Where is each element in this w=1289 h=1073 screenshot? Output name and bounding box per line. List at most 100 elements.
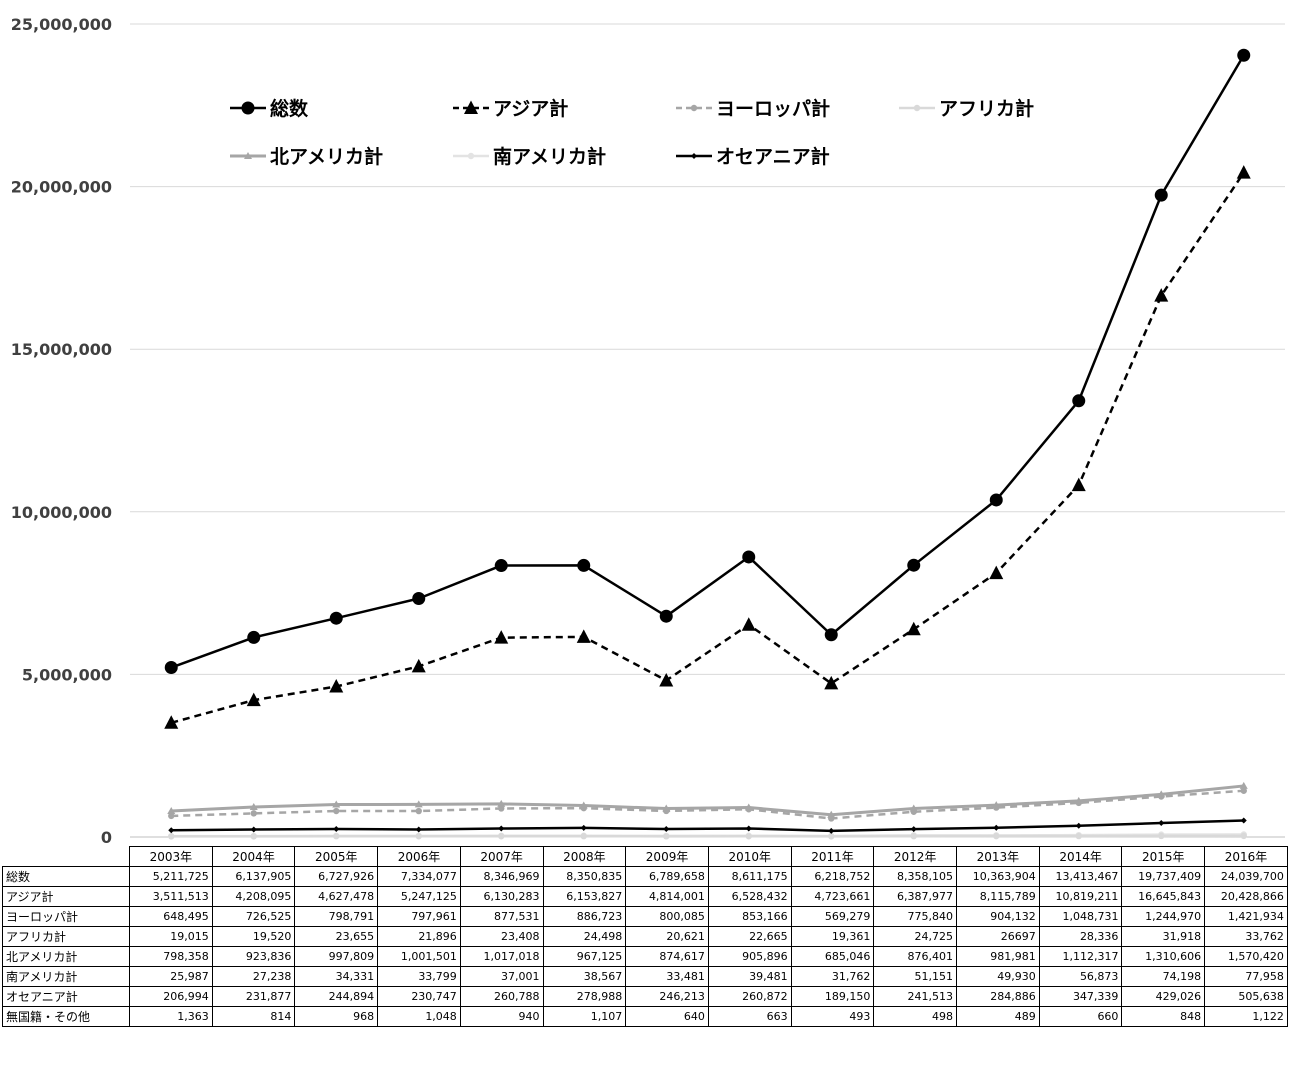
table-cell: 6,387,977 bbox=[873, 886, 958, 907]
table-cell: 230,747 bbox=[377, 986, 461, 1007]
table-cell: 923,836 bbox=[211, 946, 296, 967]
table-cell: 27,238 bbox=[211, 966, 296, 987]
y-tick-label: 0 bbox=[101, 828, 112, 846]
data-point-marker bbox=[246, 692, 261, 707]
data-point-marker bbox=[498, 833, 505, 840]
line-chart: 0 5,000,000 10,000,000 15,000,000 20,000,000… bbox=[11, 15, 1285, 846]
table-row-label: ヨーロッパ計 bbox=[2, 906, 130, 927]
y-tick-label: 10,000,000 bbox=[11, 503, 112, 522]
table-cell: 798,358 bbox=[129, 946, 213, 967]
table-cell: 1,048 bbox=[377, 1006, 461, 1027]
table-cell: 876,401 bbox=[873, 946, 958, 967]
legend-item: アフリカ計 bbox=[899, 97, 1034, 120]
data-point-marker bbox=[691, 153, 697, 159]
data-point-marker bbox=[250, 833, 257, 840]
data-point-marker bbox=[164, 661, 178, 675]
table-cell: 505,638 bbox=[1204, 986, 1288, 1007]
table-row: 北アメリカ計 798,358 923,836 997,809 1,001,501 1,01… bbox=[2, 946, 1288, 967]
data-point-marker bbox=[909, 804, 918, 812]
legend-item: アジア計 bbox=[453, 97, 568, 120]
table-cell: 685,046 bbox=[790, 946, 875, 967]
table-cell: 648,495 bbox=[129, 906, 213, 927]
table-cell: 74,198 bbox=[1121, 966, 1206, 987]
table-cell: 241,513 bbox=[873, 986, 958, 1007]
data-point-marker bbox=[1240, 817, 1247, 824]
data-point-marker bbox=[824, 675, 839, 690]
data-point-marker bbox=[411, 658, 426, 673]
table-cell: 886,723 bbox=[542, 906, 627, 927]
data-point-marker bbox=[164, 715, 179, 729]
table-cell: 278,988 bbox=[542, 986, 627, 1007]
data-point-marker bbox=[910, 826, 917, 833]
table-row-label: 総数 bbox=[2, 866, 130, 887]
data-point-marker bbox=[249, 802, 258, 810]
data-point-marker bbox=[329, 611, 343, 625]
table-row: 無国籍・その他 1,363 814 968 1,048 940 1,107 640 663 493… bbox=[2, 1006, 1288, 1027]
data-point-marker bbox=[1240, 832, 1247, 840]
table-cell: 429,026 bbox=[1121, 986, 1206, 1007]
table-column-header: 2008年 bbox=[542, 846, 627, 867]
data-point-marker bbox=[167, 807, 176, 815]
table-column-header: 2011年 bbox=[790, 846, 875, 867]
series-line bbox=[170, 54, 1245, 669]
table-cell: 24,725 bbox=[873, 926, 958, 947]
data-point-marker bbox=[333, 826, 340, 833]
table-cell: 77,958 bbox=[1204, 966, 1288, 987]
y-tick-label: 20,000,000 bbox=[11, 178, 112, 197]
table-cell: 853,166 bbox=[707, 906, 792, 927]
data-point-marker bbox=[412, 591, 426, 605]
table-cell: 10,363,904 bbox=[956, 866, 1040, 887]
table-row: 総数 5,211,725 6,137,905 6,727,926 7,334,077 8,… bbox=[2, 866, 1288, 887]
data-point-marker bbox=[415, 826, 422, 833]
table-cell: 905,896 bbox=[707, 946, 792, 967]
data-point-marker bbox=[415, 807, 422, 815]
table-cell: 26697 bbox=[956, 926, 1040, 947]
series-1 bbox=[164, 48, 1251, 675]
table-cell: 1,570,420 bbox=[1204, 946, 1288, 967]
table-cell: 1,244,970 bbox=[1121, 906, 1206, 927]
table-cell: 1,310,606 bbox=[1121, 946, 1206, 967]
series-line bbox=[171, 819, 1244, 833]
table-row-label: アジア計 bbox=[2, 886, 130, 907]
table-cell: 19,737,409 bbox=[1121, 866, 1206, 887]
table-cell: 19,361 bbox=[790, 926, 875, 947]
data-point-marker bbox=[241, 101, 255, 115]
data-point-marker bbox=[1157, 790, 1166, 798]
table-cell: 246,213 bbox=[625, 986, 709, 1007]
table-cell: 33,481 bbox=[625, 966, 709, 987]
data-point-marker bbox=[659, 672, 674, 687]
table-cell: 8,611,175 bbox=[707, 866, 792, 887]
y-tick-label: 15,000,000 bbox=[11, 340, 112, 359]
table-column-header: 2012年 bbox=[873, 846, 958, 867]
table-cell: 8,358,105 bbox=[873, 866, 958, 887]
table-cell: 877,531 bbox=[459, 906, 544, 927]
table-row-label: 無国籍・その他 bbox=[2, 1006, 130, 1027]
table-cell: 21,896 bbox=[377, 926, 461, 947]
data-point-marker bbox=[690, 104, 698, 112]
legend-item: 総数 bbox=[230, 97, 309, 120]
table-column-header: 2016年 bbox=[1204, 846, 1288, 867]
table-cell: 25,987 bbox=[129, 966, 213, 987]
data-point-marker bbox=[168, 833, 175, 840]
table-cell: 19,520 bbox=[211, 926, 296, 947]
legend-item: 北アメリカ計 bbox=[230, 145, 383, 168]
data-point-marker bbox=[580, 824, 587, 831]
data-point-marker bbox=[1158, 820, 1165, 827]
table-cell: 38,567 bbox=[542, 966, 627, 987]
data-point-marker bbox=[414, 800, 423, 808]
data-point-marker bbox=[906, 621, 921, 636]
table-column-header: 2007年 bbox=[459, 846, 544, 867]
table-cell: 569,279 bbox=[790, 906, 875, 927]
data-point-marker bbox=[741, 617, 756, 631]
table-cell: 23,408 bbox=[459, 926, 544, 947]
data-point-marker bbox=[659, 609, 673, 623]
table-cell: 493 bbox=[790, 1006, 875, 1027]
legend-label: ヨーロッパ計 bbox=[716, 97, 830, 120]
legend-item: ヨーロッパ計 bbox=[676, 97, 830, 120]
data-point-marker bbox=[1154, 288, 1169, 302]
data-point-marker bbox=[745, 833, 752, 840]
table-cell: 6,153,827 bbox=[542, 886, 627, 907]
table-cell: 940 bbox=[459, 1006, 544, 1027]
table-cell: 347,339 bbox=[1038, 986, 1123, 1007]
table-cell: 31,762 bbox=[790, 966, 875, 987]
